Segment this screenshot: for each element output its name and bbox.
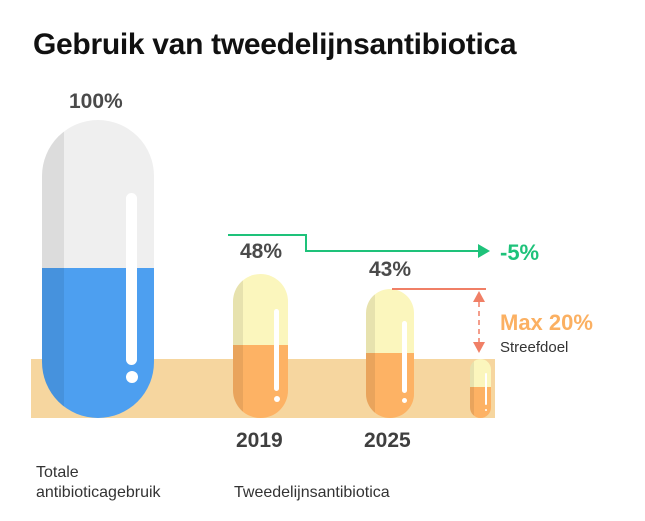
year-2019-label: 2019 [236, 429, 283, 452]
pct-2025-label: 43% [369, 258, 412, 281]
pill-total-antibiotics [42, 120, 154, 418]
pill-2025 [366, 289, 414, 418]
total-label-line2: antibioticagebruik [36, 484, 161, 501]
total-label-line1: Totale [36, 464, 79, 481]
pill-target [470, 359, 491, 418]
total-group-label: Totale antibioticagebruik [36, 463, 161, 503]
chart-title: Gebruik van tweedelijnsantibiotica [33, 28, 517, 61]
pct-2019-label: 48% [240, 240, 283, 263]
pill-2019 [233, 274, 288, 418]
total-percentage-label: 100% [69, 90, 123, 113]
target-label: Max 20% [500, 310, 593, 335]
year-2025-label: 2025 [364, 429, 411, 452]
target-sublabel: Streefdoel [500, 339, 569, 356]
change-label: -5% [500, 240, 540, 265]
second-line-group-label: Tweedelijnsantibiotica [234, 484, 390, 501]
